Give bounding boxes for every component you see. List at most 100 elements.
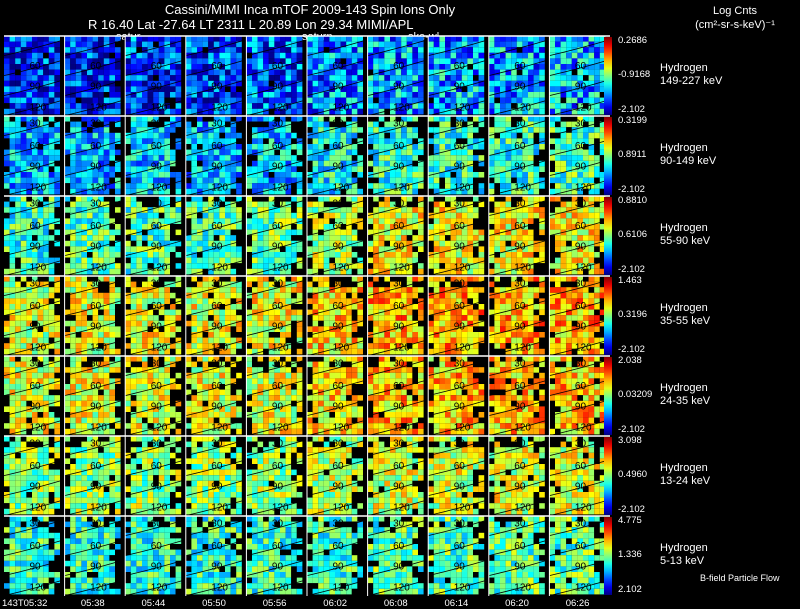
panel-energy-label: 55-90 keV [660,235,711,247]
contour-label: 30 [30,358,42,369]
colorbar-min-label: -2.102 [618,504,645,515]
contour-label: 120 [333,102,350,113]
contour-label: 60 [151,221,163,232]
panel-4: 30 60 90 120 30 60 90 120 30 60 90 120 30 60 90 120 30 60… [3,276,611,356]
contour-label: 60 [333,221,345,232]
panel-energy-label: 90-149 keV [660,155,717,167]
contour-label: 120 [514,582,531,593]
contour-label: 90 [151,562,163,573]
contour-label: 90 [90,162,102,173]
contour-label: 120 [454,102,471,113]
contour-label: 30 [333,358,345,369]
contour-label: 60 [454,301,466,312]
contour-label: 60 [30,61,42,72]
contour-label: 90 [514,482,526,493]
contour-label: 90 [272,562,284,573]
contour-label: 90 [514,562,526,573]
contour-label: 30 [151,358,163,369]
contour-label: 30 [272,278,284,289]
time-tick-label: 06:02 [323,598,348,609]
contour-label: 90 [454,82,466,93]
contour-label: 120 [211,182,228,193]
contour-label: 90 [393,482,405,493]
contour-label: 120 [333,262,350,273]
panel-species-label: Hydrogen [660,222,708,234]
time-tick-label: 06:14 [444,598,469,609]
colorbar-1 [604,37,612,115]
contour-label: 120 [393,582,410,593]
contour-label: 90 [575,162,587,173]
contour-label: 90 [575,242,587,253]
contour-label: 30 [211,278,223,289]
contour-label: 60 [454,381,466,392]
contour-label: 60 [211,301,223,312]
contour-label: 30 [393,198,405,209]
contour-label: 120 [272,502,289,513]
contour-label: 90 [454,322,466,333]
contour-label: 120 [90,502,107,513]
contour-label: 60 [151,461,163,472]
contour-label: 120 [211,262,228,273]
contour-label: 30 [454,438,466,449]
contour-label: 90 [211,322,223,333]
contour-label: 60 [454,461,466,472]
contour-label: 90 [151,322,163,333]
contour-label: 60 [30,541,42,552]
contour-label: 120 [151,502,168,513]
contour-label: 60 [454,61,466,72]
contour-label: 60 [90,541,102,552]
panel-6: 30 60 90 120 30 60 90 120 30 60 90 120 30 60 90 120 30 60… [3,436,611,516]
contour-label: 60 [575,381,587,392]
contour-label: 30 [454,358,466,369]
contour-label: 120 [30,582,47,593]
contour-label: 90 [393,562,405,573]
contour-label: 30 [151,278,163,289]
contour-label: 120 [393,182,410,193]
contour-label: 60 [211,221,223,232]
colorbar-min-label: -2.102 [618,344,645,355]
contour-label: 120 [454,422,471,433]
contour-label: 30 [333,518,345,529]
colorbar-min-label: 2.102 [618,584,642,595]
contour-label: 30 [333,118,345,129]
contour-label: 60 [393,141,405,152]
contour-label: 120 [393,262,410,273]
contour-label: 90 [514,162,526,173]
time-tick-label: 06:26 [565,598,590,609]
contour-label: 30 [272,518,284,529]
contour-label: 120 [151,102,168,113]
contour-label: 90 [90,322,102,333]
contour-label: 30 [393,518,405,529]
contour-label: 30 [454,198,466,209]
contour-label: 120 [211,582,228,593]
contour-label: 90 [151,402,163,413]
contour-label: 30 [575,118,587,129]
contour-label: 90 [575,322,587,333]
contour-label: 90 [454,402,466,413]
contour-label: 60 [90,301,102,312]
colorbar-min-label: -2.102 [618,424,645,435]
contour-label: 90 [151,482,163,493]
contour-label: 120 [514,422,531,433]
colorbar-max-label: 3.098 [618,435,642,446]
contour-label: 30 [575,518,587,529]
contour-label: 120 [454,342,471,353]
contour-label: 30 [90,198,102,209]
contour-label: 30 [333,278,345,289]
contour-label: 90 [272,402,284,413]
contour-label: 120 [575,182,592,193]
contour-label: 120 [30,342,47,353]
contour-label: 30 [90,118,102,129]
contour-label: 120 [272,342,289,353]
contour-label: 120 [575,582,592,593]
contour-label: 120 [151,262,168,273]
contour-label: 120 [30,262,47,273]
contour-label: 120 [393,102,410,113]
contour-label: 120 [575,422,592,433]
contour-label: 60 [272,461,284,472]
contour-label: 60 [575,141,587,152]
contour-label: 90 [575,482,587,493]
contour-label: 90 [90,82,102,93]
contour-label: 90 [30,482,42,493]
contour-label: 60 [151,541,163,552]
